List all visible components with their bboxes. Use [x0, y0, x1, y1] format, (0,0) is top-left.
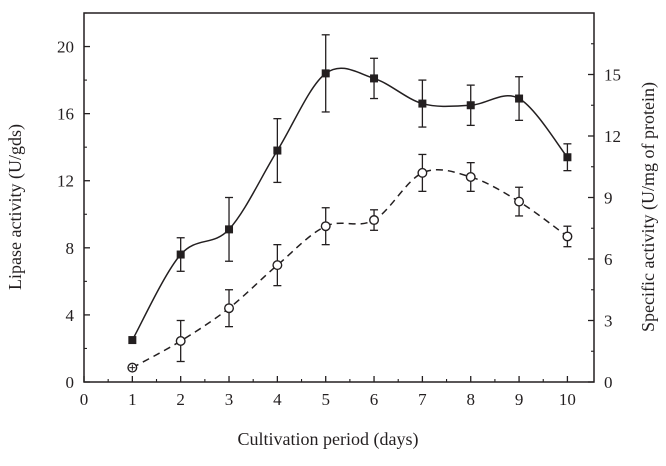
y-right-tick-label: 0	[604, 373, 613, 392]
data-point-square	[128, 336, 137, 345]
y-left-tick-label: 8	[66, 239, 75, 258]
data-point-circle	[562, 231, 573, 242]
series-layer	[127, 34, 573, 373]
x-tick-label: 7	[418, 390, 427, 409]
data-point-square	[370, 74, 379, 83]
data-point-square	[176, 250, 185, 259]
tick-layer	[83, 12, 594, 383]
data-point-circle	[514, 196, 525, 207]
y-right-tick-label: 6	[604, 250, 613, 269]
data-point-square	[563, 153, 572, 162]
x-tick-label: 2	[176, 390, 185, 409]
x-tick-label: 5	[321, 390, 330, 409]
y-left-tick-label: 0	[66, 373, 75, 392]
x-tick-label: 8	[466, 390, 475, 409]
y-axis-right-title: Specific activity (U/mg of protein)	[638, 82, 659, 332]
series-line-2	[131, 169, 568, 369]
x-tick-label: 1	[128, 390, 137, 409]
data-point-circle	[417, 167, 428, 178]
y-axis-left-title: Lipase activity (U/gds)	[5, 124, 26, 290]
y-right-tick-label: 15	[604, 66, 621, 85]
data-point-circle	[369, 215, 380, 226]
x-tick-label: 0	[80, 390, 89, 409]
data-point-circle	[465, 171, 476, 182]
x-axis-title: Cultivation period (days)	[238, 429, 419, 450]
y-left-tick-label: 16	[57, 105, 74, 124]
y-left-tick-label: 4	[66, 306, 75, 325]
data-point-square	[515, 94, 524, 103]
y-left-tick-label: 20	[57, 38, 74, 57]
data-point-circle	[320, 221, 331, 232]
data-point-circle	[175, 336, 186, 347]
y-right-tick-label: 12	[604, 127, 621, 146]
y-right-tick-label: 9	[604, 189, 613, 208]
x-tick-label: 9	[515, 390, 524, 409]
data-point-square	[273, 146, 282, 155]
data-point-square	[321, 69, 330, 78]
series-line-1	[131, 67, 568, 341]
data-point-circle	[224, 303, 235, 314]
data-point-square	[225, 225, 234, 234]
x-tick-label: 4	[273, 390, 282, 409]
y-right-tick-label: 3	[604, 312, 613, 331]
x-tick-label: 6	[370, 390, 379, 409]
x-tick-label: 3	[225, 390, 234, 409]
y-left-tick-label: 12	[57, 172, 74, 191]
data-point-circle	[272, 260, 283, 271]
data-point-square	[466, 101, 475, 110]
data-point-square	[418, 99, 427, 108]
x-tick-label: 10	[559, 390, 576, 409]
